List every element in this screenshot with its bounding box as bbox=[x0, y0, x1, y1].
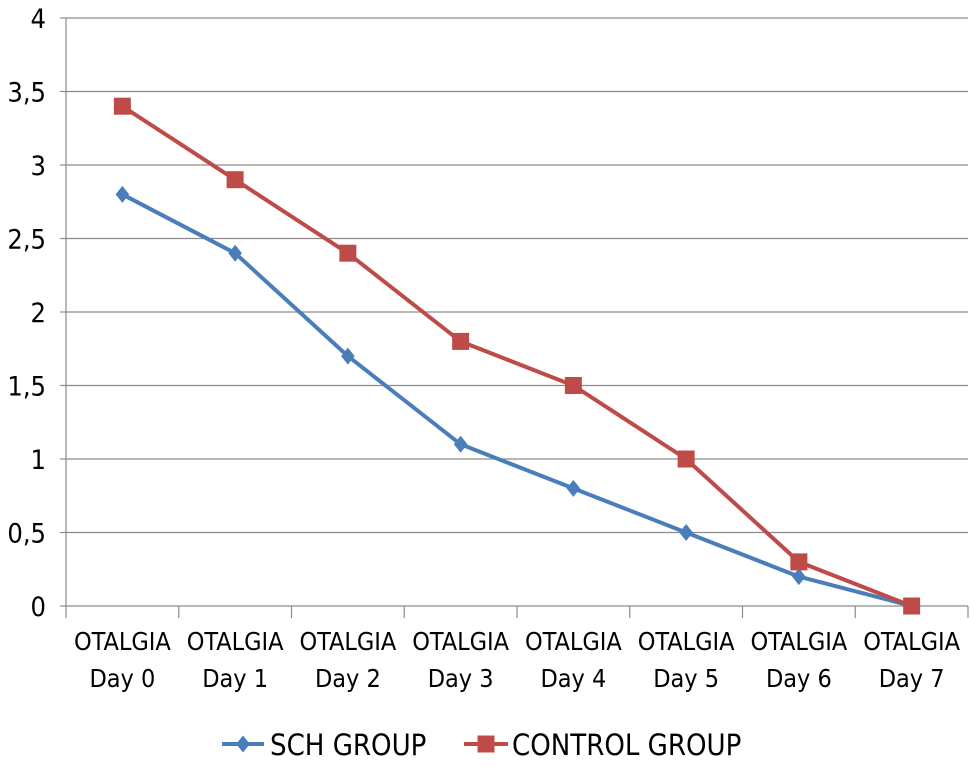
series-sch-group bbox=[115, 185, 919, 615]
legend-item: CONTROL GROUP bbox=[464, 728, 741, 762]
data-point-diamond bbox=[566, 479, 581, 497]
data-point-diamond bbox=[115, 185, 130, 203]
y-tick-label: 2,5 bbox=[7, 225, 46, 256]
y-tick-label: 3 bbox=[31, 151, 46, 182]
legend-label: SCH GROUP bbox=[270, 728, 426, 762]
data-point-square bbox=[564, 377, 582, 394]
y-tick-label: 2 bbox=[31, 298, 46, 329]
data-point-square bbox=[677, 450, 695, 468]
series-line bbox=[121, 192, 913, 608]
x-category-label: Day 4 bbox=[540, 664, 606, 693]
y-tick-label: 0,5 bbox=[7, 519, 46, 550]
axes: 0 0,5 1 1,5 2 2,5 3 3,5 4 OTALGIA Day 0 OTALGIA Day … bbox=[7, 4, 969, 693]
x-category-label: Day 3 bbox=[428, 664, 494, 693]
data-point-square bbox=[452, 332, 470, 350]
series-area bbox=[113, 97, 921, 615]
x-category-label: OTALGIA bbox=[187, 627, 284, 656]
x-category-label: Day 0 bbox=[89, 664, 155, 693]
data-point-square bbox=[790, 553, 808, 571]
data-point-diamond bbox=[679, 524, 693, 541]
data-point-diamond bbox=[453, 435, 468, 453]
legend-diamond-marker bbox=[236, 735, 250, 753]
gridlines bbox=[66, 17, 968, 534]
x-category-label: OTALGIA bbox=[638, 627, 735, 656]
x-category-label: OTALGIA bbox=[74, 627, 171, 656]
x-category-label: Day 2 bbox=[315, 664, 381, 693]
x-category-label: OTALGIA bbox=[750, 627, 847, 656]
x-category-label: OTALGIA bbox=[299, 627, 396, 656]
y-tick-label: 4 bbox=[31, 4, 46, 35]
legend-label: CONTROL GROUP bbox=[512, 728, 741, 762]
x-category-label: Day 5 bbox=[653, 664, 719, 693]
data-point-diamond bbox=[341, 347, 355, 365]
series-line bbox=[121, 104, 913, 608]
series-control-group bbox=[113, 97, 921, 615]
x-category-label: Day 7 bbox=[879, 664, 945, 693]
x-category-label: Day 6 bbox=[766, 664, 832, 693]
data-point-square bbox=[903, 597, 921, 615]
legend-square-marker bbox=[477, 735, 495, 753]
x-category-label: OTALGIA bbox=[412, 627, 509, 656]
data-point-square bbox=[226, 171, 244, 189]
legend: SCH GROUP CONTROL GROUP bbox=[222, 728, 741, 762]
y-tick-label: 3,5 bbox=[7, 78, 46, 109]
data-point-square bbox=[113, 97, 131, 115]
data-point-diamond bbox=[792, 568, 806, 586]
x-category-label: Day 1 bbox=[202, 664, 268, 693]
x-category-label: OTALGIA bbox=[525, 627, 622, 656]
y-tick-label: 1 bbox=[31, 445, 46, 476]
x-category-label: OTALGIA bbox=[863, 627, 960, 656]
data-point-square bbox=[339, 244, 357, 262]
y-tick-label: 0 bbox=[31, 592, 46, 623]
legend-item: SCH GROUP bbox=[222, 728, 426, 762]
y-tick-label: 1,5 bbox=[7, 372, 46, 403]
data-point-diamond bbox=[228, 244, 242, 262]
